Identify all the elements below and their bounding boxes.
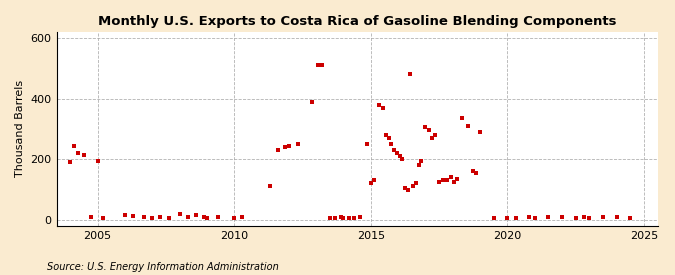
Point [400, 186, 410, 190]
Point [378, 106, 389, 110]
Point [119, 213, 130, 218]
Point [163, 216, 174, 221]
Point [543, 215, 554, 220]
Point [73, 151, 84, 155]
Point [394, 154, 405, 158]
Point [625, 216, 636, 221]
Y-axis label: Thousand Barrels: Thousand Barrels [15, 80, 25, 177]
Point [402, 187, 413, 192]
Point [449, 180, 460, 184]
Point [229, 216, 240, 221]
Point [338, 216, 349, 221]
Point [349, 216, 360, 221]
Point [446, 175, 456, 180]
Point [420, 125, 431, 130]
Point [462, 124, 473, 128]
Point [316, 63, 327, 67]
Point [397, 157, 408, 161]
Point [174, 212, 185, 217]
Point [284, 143, 294, 148]
Text: Source: U.S. Energy Information Administration: Source: U.S. Energy Information Administ… [47, 262, 279, 272]
Point [584, 216, 595, 221]
Point [389, 148, 400, 152]
Point [92, 158, 103, 163]
Point [612, 215, 622, 220]
Point [265, 184, 275, 189]
Point [190, 213, 201, 218]
Point [330, 216, 341, 221]
Point [85, 214, 96, 219]
Point [325, 216, 335, 221]
Point [434, 180, 445, 184]
Point [344, 216, 354, 221]
Point [408, 184, 418, 189]
Point [413, 163, 424, 167]
Point [361, 142, 372, 146]
Point [273, 148, 284, 152]
Point [524, 215, 535, 220]
Point [312, 63, 323, 67]
Point [213, 215, 223, 220]
Point [78, 152, 89, 157]
Title: Monthly U.S. Exports to Costa Rica of Gasoline Blending Components: Monthly U.S. Exports to Costa Rica of Ga… [98, 15, 616, 28]
Point [510, 216, 521, 221]
Point [597, 215, 608, 220]
Point [383, 136, 394, 140]
Point [146, 216, 157, 221]
Point [354, 215, 365, 220]
Point [557, 215, 568, 220]
Point [306, 100, 317, 104]
Point [335, 215, 346, 220]
Point [416, 158, 427, 163]
Point [198, 214, 209, 219]
Point [386, 142, 397, 146]
Point [570, 216, 581, 221]
Point [438, 178, 449, 183]
Point [365, 181, 376, 186]
Point [442, 178, 453, 183]
Point [529, 216, 540, 221]
Point [578, 215, 589, 220]
Point [423, 128, 434, 133]
Point [293, 142, 304, 146]
Point [427, 136, 437, 140]
Point [452, 177, 462, 181]
Point [237, 215, 248, 220]
Point [392, 151, 402, 155]
Point [368, 178, 379, 183]
Point [65, 160, 76, 164]
Point [430, 133, 441, 137]
Point [489, 216, 500, 221]
Point [457, 116, 468, 120]
Point [138, 215, 149, 220]
Point [201, 216, 212, 221]
Point [155, 214, 166, 219]
Point [410, 181, 421, 186]
Point [405, 72, 416, 76]
Point [475, 130, 485, 134]
Point [374, 103, 385, 107]
Point [182, 215, 193, 220]
Point [381, 133, 392, 137]
Point [98, 216, 109, 221]
Point [69, 143, 80, 148]
Point [470, 171, 481, 175]
Point [279, 145, 290, 149]
Point [128, 214, 138, 218]
Point [502, 216, 513, 221]
Point [468, 169, 479, 174]
